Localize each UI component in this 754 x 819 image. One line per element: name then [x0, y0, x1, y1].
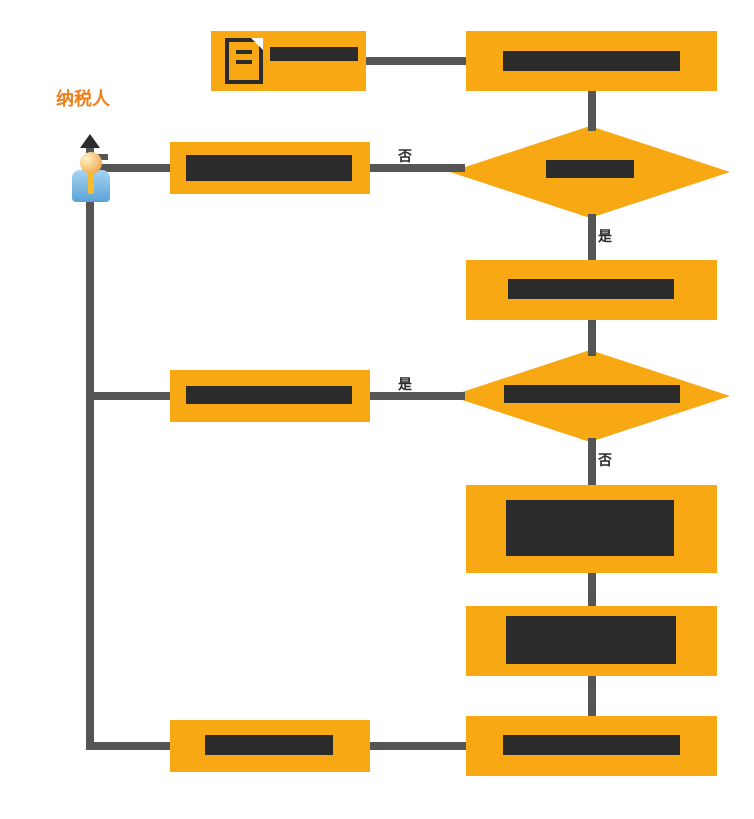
node-n0: 提出申请 [211, 31, 366, 91]
edge-0 [366, 57, 466, 65]
document-icon [225, 38, 263, 84]
edge-6 [588, 438, 596, 485]
return-h6 [86, 392, 170, 400]
node-n10: 办理完成 [170, 720, 370, 772]
node-n3: 告知纳税人补齐资料 [170, 142, 370, 194]
node-n9: 告知纳税人办理结束 [466, 716, 717, 776]
header-taxpayer: 纳税人 [56, 88, 110, 111]
edge-label-3: 是 [598, 226, 612, 246]
return-arrowhead-icon [80, 134, 100, 148]
node-n1: 接收纳税人的申请资料 [466, 31, 717, 91]
edge-label-5: 是 [398, 374, 412, 394]
edge-7 [588, 573, 596, 606]
taxpayer-avatar-icon [66, 148, 116, 208]
node-n6: 审核不通过,告知原因 [170, 370, 370, 422]
node-n7: 审核通过制作 办理结果文书 [466, 485, 717, 573]
node-label-n5d: 审核不通过,告知原因 [450, 350, 730, 442]
edge-1 [588, 91, 596, 131]
edge-3 [588, 214, 596, 260]
return-h10 [86, 742, 170, 750]
flowchart-stage: 纳税人 提出申请 接收纳税人的申请资料资料是否齐全 告知纳税人补齐资料录入办税系统审核… [0, 0, 754, 819]
edge-label-6: 否 [598, 450, 612, 470]
edge-8 [588, 676, 596, 716]
edge-9 [370, 742, 466, 750]
node-n8: 加盖印章,送达 税务文书 [466, 606, 717, 676]
node-label-n2d: 资料是否齐全 [450, 126, 730, 218]
node-n4: 录入办税系统审核 [466, 260, 717, 320]
edge-label-2: 否 [398, 146, 412, 166]
return-vertical [86, 146, 94, 750]
